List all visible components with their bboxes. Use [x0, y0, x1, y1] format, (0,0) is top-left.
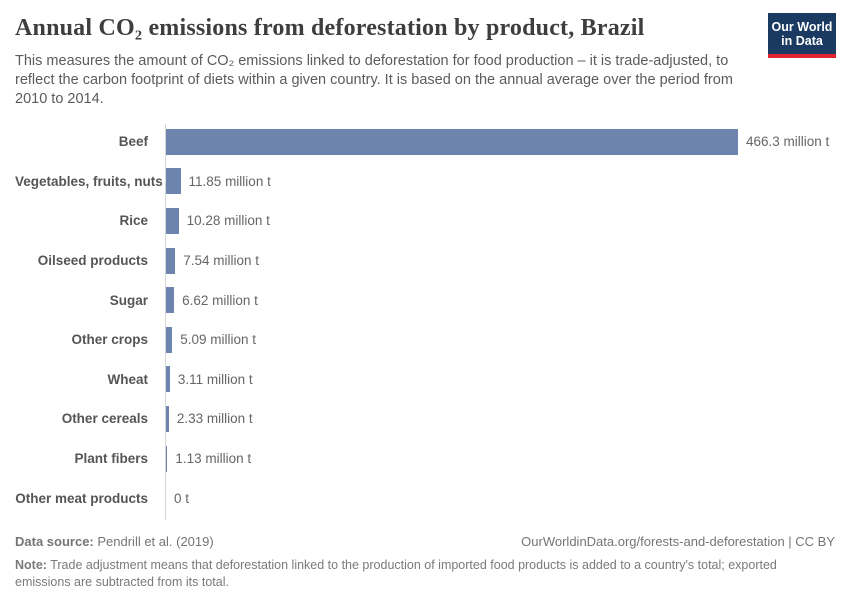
- bar-chart: Beef 466.3 million t Vegetables, fruits, n…: [15, 122, 850, 520]
- chart-row: Vegetables, fruits, nuts 11.85 million t: [15, 162, 850, 202]
- category-label: Sugar: [109, 292, 148, 308]
- owid-logo[interactable]: Our World in Data: [768, 13, 836, 58]
- bar-area: 0 t: [166, 485, 850, 511]
- data-source-label: Data source:: [15, 533, 94, 549]
- category-label: Other meat products: [15, 490, 148, 506]
- value-label: 0 t: [174, 490, 190, 506]
- data-source-value: Pendrill et al. (2019): [93, 533, 214, 549]
- bar[interactable]: [166, 326, 173, 353]
- chart-row: Oilseed products 7.54 million t: [15, 241, 850, 281]
- chart-row: Sugar 6.62 million t: [15, 280, 850, 320]
- category-label: Vegetables, fruits, nuts: [15, 173, 163, 189]
- bar-area: 7.54 million t: [166, 247, 850, 274]
- bar-area: 6.62 million t: [166, 287, 850, 314]
- bar[interactable]: [166, 168, 181, 195]
- bar[interactable]: [166, 247, 176, 274]
- bar-area: 3.11 million t: [166, 366, 850, 393]
- value-label: 466.3 million t: [746, 134, 830, 150]
- data-source: Data source: Pendrill et al. (2019): [15, 534, 214, 549]
- owid-logo-line2: in Data: [781, 33, 823, 48]
- value-label: 10.28 million t: [186, 213, 270, 229]
- value-label: 2.33 million t: [176, 411, 253, 427]
- header: Annual CO₂ emissions from deforestation …: [0, 0, 850, 109]
- bar-area: 5.09 million t: [166, 326, 850, 353]
- value-label: 11.85 million t: [188, 173, 271, 189]
- chart-row: Wheat 3.11 million t: [15, 360, 850, 400]
- bar-area: 10.28 million t: [166, 207, 850, 234]
- footer: Data source: Pendrill et al. (2019) OurW…: [15, 534, 835, 591]
- bar[interactable]: [166, 128, 738, 155]
- chart-title: Annual CO₂ emissions from deforestation …: [15, 15, 645, 41]
- chart-row: Other cereals 2.33 million t: [15, 399, 850, 439]
- value-label: 1.13 million t: [175, 451, 252, 467]
- category-label: Plant fibers: [74, 451, 148, 467]
- value-label: 5.09 million t: [180, 332, 257, 348]
- source-row: Data source: Pendrill et al. (2019) OurW…: [15, 534, 835, 549]
- value-label: 3.11 million t: [177, 371, 253, 387]
- bar[interactable]: [166, 366, 170, 393]
- chart-subtitle: This measures the amount of CO₂ emission…: [15, 53, 733, 107]
- chart-rows: Beef 466.3 million t Vegetables, fruits, n…: [15, 122, 850, 518]
- footnote-label: Note:: [15, 557, 47, 572]
- chart-row: Beef 466.3 million t: [15, 122, 850, 162]
- bar-area: 11.85 million t: [166, 168, 850, 195]
- footnote: Note: Trade adjustment means that defore…: [15, 557, 830, 591]
- bar[interactable]: [166, 287, 175, 314]
- category-label: Rice: [119, 213, 148, 229]
- chart-row: Other meat products 0 t: [15, 478, 850, 518]
- credit-link[interactable]: OurWorldinData.org/forests-and-deforesta…: [521, 533, 835, 549]
- chart-row: Plant fibers 1.13 million t: [15, 439, 850, 479]
- y-axis-line: [165, 124, 166, 520]
- category-label: Wheat: [107, 371, 149, 387]
- owid-logo-red-strip: [768, 54, 836, 58]
- bar-area: 466.3 million t: [166, 128, 850, 155]
- chart-row: Other crops 5.09 million t: [15, 320, 850, 360]
- category-label: Oilseed products: [37, 253, 148, 269]
- bar-area: 1.13 million t: [166, 445, 850, 472]
- value-label: 7.54 million t: [183, 253, 260, 269]
- bar[interactable]: [166, 445, 168, 472]
- category-label: Beef: [118, 134, 148, 150]
- owid-logo-line1: Our World: [771, 19, 833, 34]
- category-label: Other cereals: [61, 411, 148, 427]
- chart-row: Rice 10.28 million t: [15, 201, 850, 241]
- bar-area: 2.33 million t: [166, 405, 850, 432]
- bar[interactable]: [166, 207, 179, 234]
- footnote-text: Trade adjustment means that deforestatio…: [15, 557, 777, 589]
- category-label: Other crops: [71, 332, 148, 348]
- bar[interactable]: [166, 405, 169, 432]
- value-label: 6.62 million t: [182, 292, 258, 308]
